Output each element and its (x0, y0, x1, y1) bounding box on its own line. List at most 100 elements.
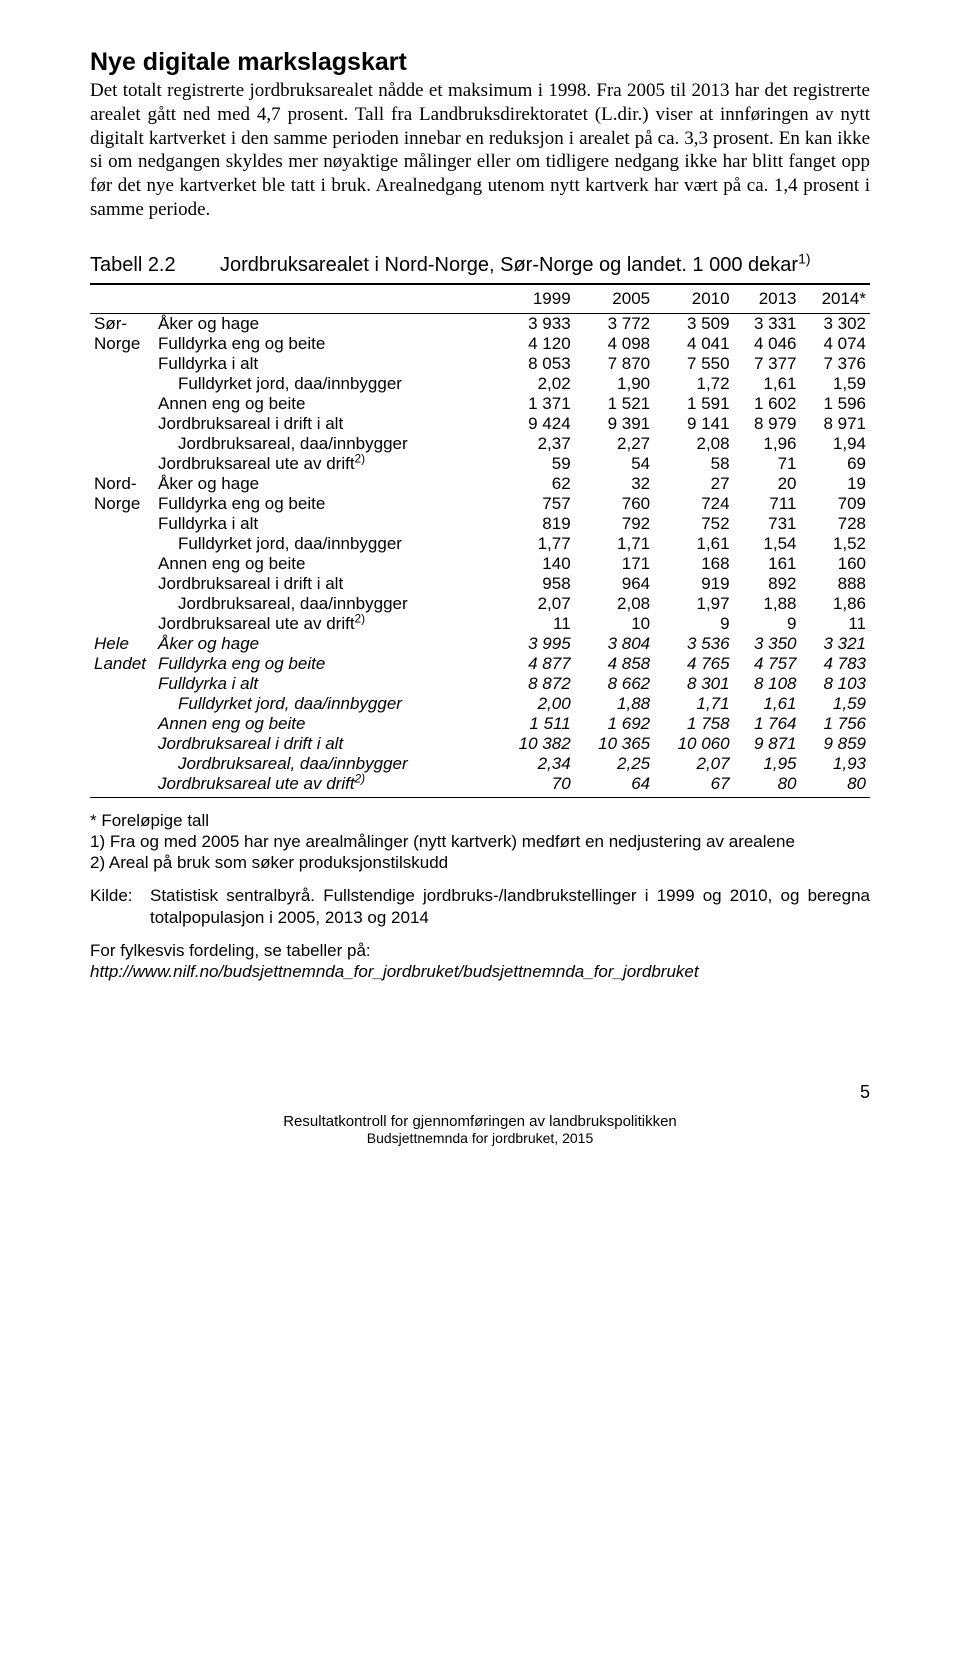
group-label (90, 434, 154, 454)
row-label: Annen eng og beite (154, 394, 495, 414)
cell-value: 1,59 (801, 694, 870, 714)
cell-value: 4 120 (495, 334, 574, 354)
group-label (90, 734, 154, 754)
group-label (90, 514, 154, 534)
table-row: HeleÅker og hage3 9953 8043 5363 3503 32… (90, 634, 870, 654)
table-row: NorgeFulldyrka eng og beite7577607247117… (90, 494, 870, 514)
table-row: Jordbruksareal, daa/innbygger2,342,252,0… (90, 754, 870, 774)
table-row: Annen eng og beite1 5111 6921 7581 7641 … (90, 714, 870, 734)
row-label: Jordbruksareal, daa/innbygger (154, 434, 495, 454)
table-row: Jordbruksareal i drift i alt10 38210 365… (90, 734, 870, 754)
col-2013: 2013 (734, 284, 801, 314)
cell-value: 7 870 (575, 354, 654, 374)
cell-value: 2,07 (495, 594, 574, 614)
cell-value: 7 377 (734, 354, 801, 374)
group-label (90, 594, 154, 614)
table-row: Fulldyrket jord, daa/innbygger2,021,901,… (90, 374, 870, 394)
table-row: Jordbruksareal, daa/innbygger2,072,081,9… (90, 594, 870, 614)
row-label: Åker og hage (154, 313, 495, 334)
col-2010: 2010 (654, 284, 733, 314)
row-label: Jordbruksareal i drift i alt (154, 414, 495, 434)
cell-value: 70 (495, 774, 574, 798)
cell-value: 10 060 (654, 734, 733, 754)
cell-value: 69 (801, 454, 870, 474)
cell-value: 1 591 (654, 394, 733, 414)
table-row: Fulldyrket jord, daa/innbygger1,771,711,… (90, 534, 870, 554)
cell-value: 7 376 (801, 354, 870, 374)
cell-value: 71 (734, 454, 801, 474)
row-label: Jordbruksareal ute av drift2) (154, 454, 495, 474)
cell-value: 9 871 (734, 734, 801, 754)
cell-value: 1,88 (575, 694, 654, 714)
cell-value: 1,59 (801, 374, 870, 394)
cell-value: 8 103 (801, 674, 870, 694)
cell-value: 4 765 (654, 654, 733, 674)
cell-value: 1,52 (801, 534, 870, 554)
cell-value: 1,71 (654, 694, 733, 714)
cell-value: 3 804 (575, 634, 654, 654)
group-label: Hele (90, 634, 154, 654)
table-row: Annen eng og beite1 3711 5211 5911 6021 … (90, 394, 870, 414)
table-row: Jordbruksareal, daa/innbygger2,372,272,0… (90, 434, 870, 454)
cell-value: 1 511 (495, 714, 574, 734)
cell-value: 1,61 (654, 534, 733, 554)
group-label: Landet (90, 654, 154, 674)
table-row: Nord-Åker og hage6232272019 (90, 474, 870, 494)
cell-value: 760 (575, 494, 654, 514)
cell-value: 160 (801, 554, 870, 574)
cell-value: 4 041 (654, 334, 733, 354)
row-label: Fulldyrka i alt (154, 674, 495, 694)
table-row: Annen eng og beite140171168161160 (90, 554, 870, 574)
group-label (90, 534, 154, 554)
cell-value: 11 (801, 614, 870, 634)
row-label: Jordbruksareal ute av drift2) (154, 614, 495, 634)
cell-value: 140 (495, 554, 574, 574)
cell-value: 32 (575, 474, 654, 494)
cell-value: 4 046 (734, 334, 801, 354)
table-row: Jordbruksareal ute av drift2)11109911 (90, 614, 870, 634)
table-row: Fulldyrket jord, daa/innbygger2,001,881,… (90, 694, 870, 714)
cell-value: 1 758 (654, 714, 733, 734)
footer-line-1: Resultatkontroll for gjennomføringen av … (90, 1113, 870, 1130)
cell-value: 919 (654, 574, 733, 594)
cell-value: 4 098 (575, 334, 654, 354)
table-caption: Tabell 2.2 Jordbruksarealet i Nord-Norge… (90, 254, 870, 277)
cell-value: 8 971 (801, 414, 870, 434)
row-label: Åker og hage (154, 474, 495, 494)
cell-value: 1 371 (495, 394, 574, 414)
cell-value: 1,72 (654, 374, 733, 394)
distribution-block: For fylkesvis fordeling, se tabeller på:… (90, 940, 870, 983)
group-label (90, 374, 154, 394)
cell-value: 2,27 (575, 434, 654, 454)
cell-value: 3 350 (734, 634, 801, 654)
cell-value: 4 074 (801, 334, 870, 354)
cell-value: 2,00 (495, 694, 574, 714)
cell-value: 1 596 (801, 394, 870, 414)
page-number: 5 (90, 1082, 870, 1103)
cell-value: 64 (575, 774, 654, 798)
cell-value: 4 783 (801, 654, 870, 674)
group-label (90, 554, 154, 574)
cell-value: 3 302 (801, 313, 870, 334)
row-label: Jordbruksareal, daa/innbygger (154, 754, 495, 774)
cell-value: 10 365 (575, 734, 654, 754)
cell-value: 3 331 (734, 313, 801, 334)
cell-value: 10 382 (495, 734, 574, 754)
note-star: * Foreløpige tall (90, 810, 870, 831)
cell-value: 888 (801, 574, 870, 594)
cell-value: 1 521 (575, 394, 654, 414)
table-row: LandetFulldyrka eng og beite4 8774 8584 … (90, 654, 870, 674)
table-row: Fulldyrka i alt8 8728 6628 3018 1088 103 (90, 674, 870, 694)
cell-value: 9 (654, 614, 733, 634)
group-label (90, 754, 154, 774)
cell-value: 20 (734, 474, 801, 494)
cell-value: 892 (734, 574, 801, 594)
cell-value: 3 772 (575, 313, 654, 334)
table-head: 1999 2005 2010 2013 2014* (90, 284, 870, 314)
cell-value: 10 (575, 614, 654, 634)
cell-value: 964 (575, 574, 654, 594)
cell-value: 1 764 (734, 714, 801, 734)
row-label: Jordbruksareal ute av drift2) (154, 774, 495, 798)
cell-value: 171 (575, 554, 654, 574)
cell-value: 2,34 (495, 754, 574, 774)
